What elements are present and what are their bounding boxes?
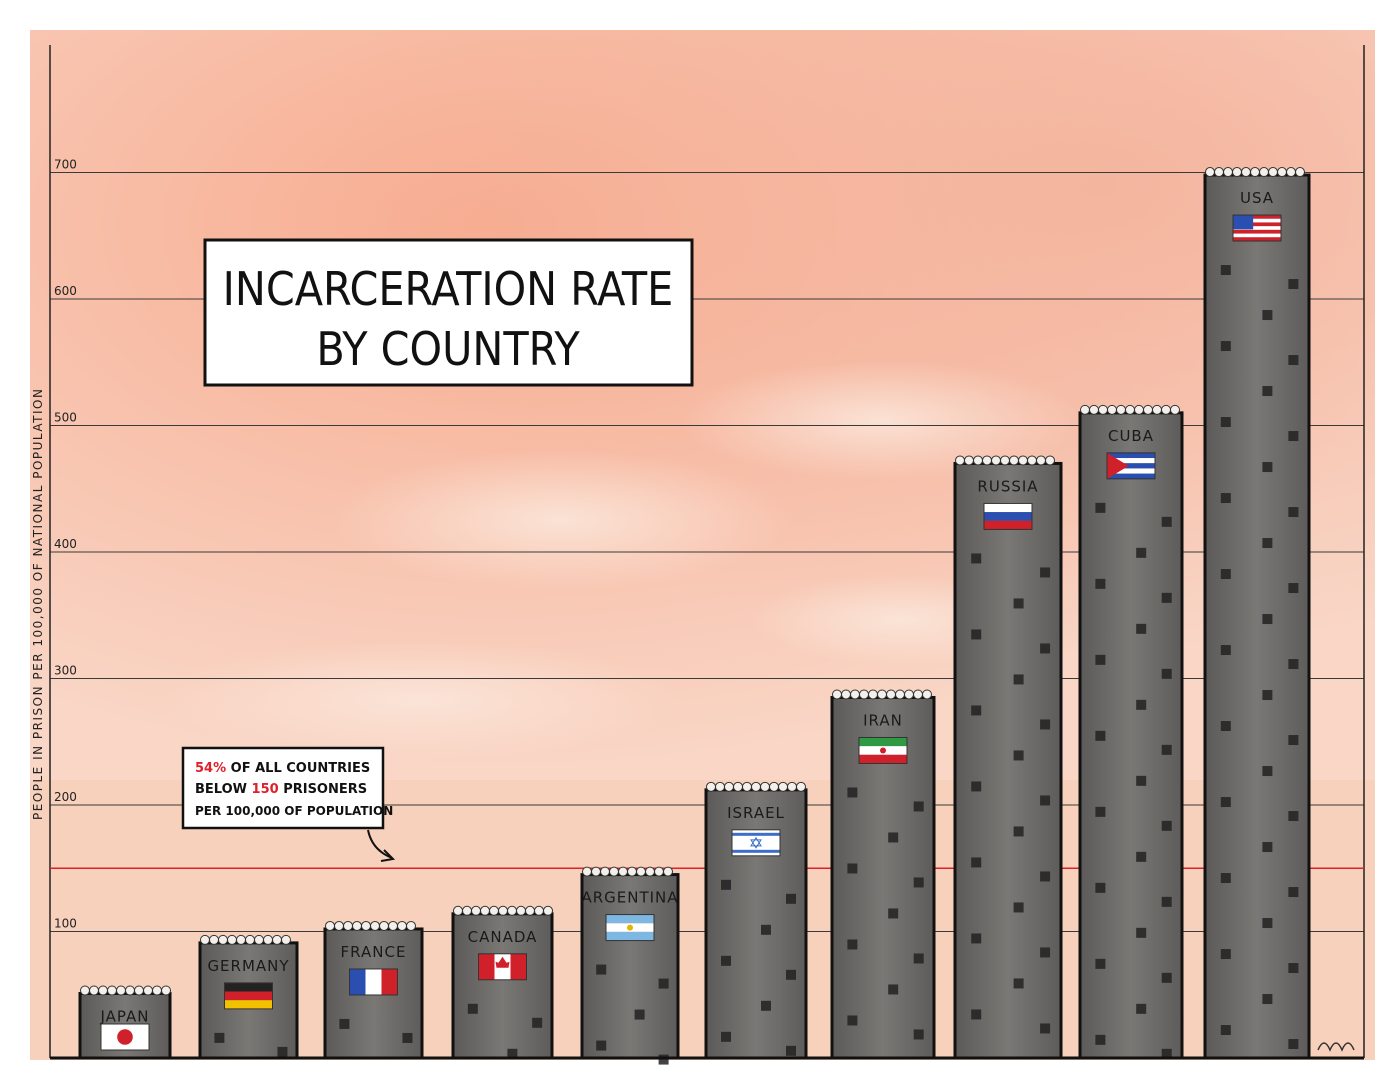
bar-iran: IRAN <box>830 689 936 1060</box>
bar-windows <box>339 1018 413 1043</box>
y-tick-label: 700 <box>54 158 77 172</box>
bar-label: RUSSIA <box>977 477 1038 495</box>
bar-windows <box>214 1032 288 1057</box>
iran-flag <box>858 736 908 764</box>
japan-flag <box>100 1023 150 1051</box>
bar-windows <box>847 787 924 1040</box>
bar-israel: ISRAEL <box>704 781 808 1060</box>
france-flag <box>349 968 398 996</box>
bar-label: ISRAEL <box>727 804 785 822</box>
y-tick-label: 200 <box>54 790 77 804</box>
title-box: INCARCERATION RATE BY COUNTRY <box>203 238 694 387</box>
germany-flag <box>224 982 273 1010</box>
y-axis-label: PEOPLE IN PRISON PER 100,000 OF NATIONAL… <box>31 388 45 820</box>
bar-rubble <box>325 920 416 931</box>
annotation-line-3: PER 100,000 OF POPULATION <box>195 804 393 818</box>
chart-title-line-1: INCARCERATION RATE <box>223 262 674 316</box>
canada-flag <box>478 953 527 981</box>
bar-rubble <box>80 985 171 996</box>
annotation-line-2-start: BELOW <box>195 782 252 797</box>
bar-windows <box>596 964 669 1065</box>
annotation-arrow <box>367 829 393 859</box>
bar-label: IRAN <box>863 711 903 729</box>
bar-canada: CANADA <box>451 905 554 1060</box>
bars: JAPAN GERMANY FRANCE CANADA ARGENTINA ISRAEL I… <box>78 167 1311 1065</box>
annotation-percent: 54% <box>195 761 226 776</box>
bar-rubble <box>453 905 553 916</box>
argentina-flag <box>605 914 655 942</box>
chart-title-line-2: BY COUNTRY <box>316 322 580 376</box>
y-tick-label: 500 <box>54 411 77 425</box>
annotation-line-2: BELOW 150 PRISONERS <box>195 782 367 797</box>
y-tick-label: 400 <box>54 537 77 551</box>
usa-flag <box>1232 214 1282 242</box>
signature <box>1317 1042 1355 1052</box>
israel-flag <box>731 829 781 857</box>
russia-flag <box>983 502 1033 530</box>
bar-windows <box>467 1003 543 1059</box>
bar-label: JAPAN <box>100 1007 150 1025</box>
bar-label: USA <box>1240 189 1274 207</box>
bar-rubble <box>706 781 806 792</box>
bar-windows <box>1095 502 1172 1059</box>
bar-label: ARGENTINA <box>581 889 678 907</box>
bar-rubble <box>955 455 1055 466</box>
bar-label: GERMANY <box>207 957 289 975</box>
bar-label: CANADA <box>468 928 538 946</box>
y-tick-labels: 100 200 300 400 500 600 700 <box>54 158 77 931</box>
annotation-line-1: 54% OF ALL COUNTRIES <box>195 761 370 776</box>
annotation-line-2-rest: PRISONERS <box>279 782 367 797</box>
cuba-flag <box>1106 452 1156 480</box>
bar-argentina: ARGENTINA <box>580 866 680 1065</box>
bar-windows <box>721 879 796 1056</box>
annotation-arrow-head <box>380 849 396 862</box>
bar-france: FRANCE <box>323 920 424 1060</box>
bar-rubble <box>1080 404 1180 415</box>
bar-windows <box>1220 265 1299 1050</box>
bar-japan: JAPAN <box>78 985 172 1060</box>
y-tick-label: 300 <box>54 664 77 678</box>
bar-rubble <box>832 689 932 700</box>
bar-rubble <box>582 866 673 877</box>
bar-cuba: CUBA <box>1078 404 1184 1060</box>
bar-usa: USA <box>1203 167 1311 1060</box>
bar-rubble <box>200 934 291 945</box>
bar-rubble <box>1205 167 1305 178</box>
annotation-threshold: 150 <box>252 782 279 797</box>
bar-windows <box>971 553 1051 1034</box>
annotation-box: 54% OF ALL COUNTRIES BELOW 150 PRISONERS… <box>181 746 396 862</box>
bar-label: FRANCE <box>341 943 407 961</box>
annotation-line-1-rest: OF ALL COUNTRIES <box>226 761 370 776</box>
y-tick-label: 100 <box>54 917 77 931</box>
bar-rect <box>953 461 1063 1060</box>
bar-rect <box>1078 411 1184 1060</box>
y-tick-label: 600 <box>54 284 77 298</box>
bar-rect <box>1203 173 1311 1060</box>
bar-russia: RUSSIA <box>953 455 1063 1060</box>
bar-label: CUBA <box>1108 427 1154 445</box>
bar-germany: GERMANY <box>198 934 299 1060</box>
